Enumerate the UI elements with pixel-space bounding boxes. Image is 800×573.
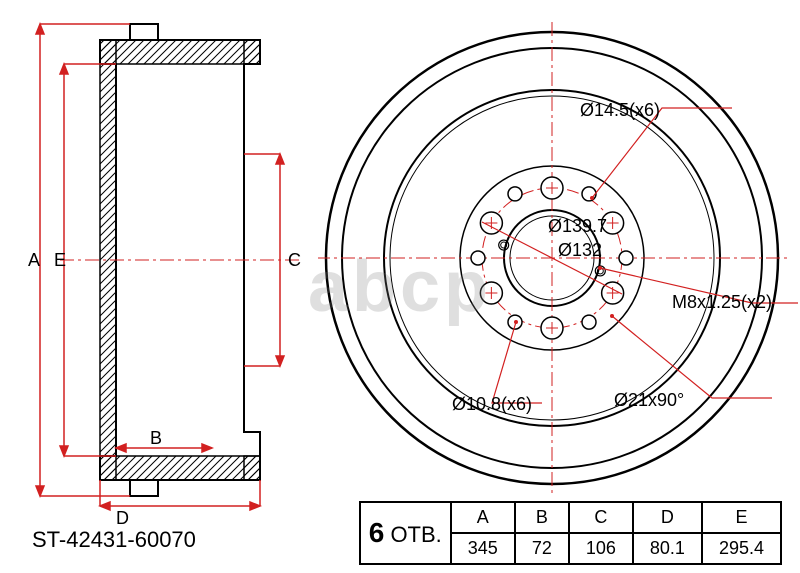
callout-d10-8: Ø10.8(x6): [452, 394, 532, 415]
th-D: D: [633, 502, 702, 533]
callout-d139-7: Ø139.7: [548, 216, 607, 237]
th-E: E: [702, 502, 781, 533]
callout-m8: M8x1.25(x2): [672, 292, 772, 313]
dim-label-B: B: [150, 428, 162, 449]
td-D: 80.1: [633, 533, 702, 564]
td-E: 295.4: [702, 533, 781, 564]
td-A: 345: [451, 533, 515, 564]
dim-label-E: E: [54, 250, 66, 271]
td-C: 106: [569, 533, 633, 564]
th-A: A: [451, 502, 515, 533]
callout-d14-5: Ø14.5(x6): [580, 100, 660, 121]
th-B: B: [515, 502, 569, 533]
hole-count-cell: 6 ОТВ.: [360, 502, 451, 564]
th-C: C: [569, 502, 633, 533]
dim-label-C: C: [288, 250, 301, 271]
dimension-table: 6 ОТВ. A B C D E 345 72 106 80.1 295.4: [359, 501, 782, 565]
dim-label-D: D: [116, 508, 129, 529]
dim-label-A: A: [28, 250, 40, 271]
callout-d132: Ø132: [558, 240, 602, 261]
callout-d21: Ø21x90°: [614, 390, 684, 411]
td-B: 72: [515, 533, 569, 564]
part-number: ST-42431-60070: [32, 527, 196, 553]
